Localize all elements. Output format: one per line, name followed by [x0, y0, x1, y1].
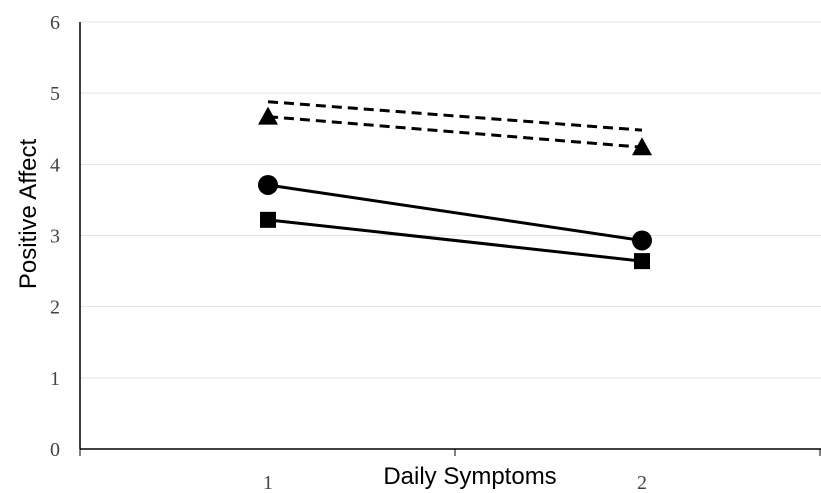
data-point-square — [260, 211, 276, 228]
y-tick-label: 6 — [50, 12, 60, 34]
y-tick-label: 4 — [50, 154, 60, 176]
y-tick-label: 0 — [50, 439, 60, 461]
y-tick-label: 3 — [50, 226, 60, 248]
series-line-4 — [267, 218, 643, 263]
y-axis-title: Positive Affect — [15, 139, 42, 290]
gridlines — [80, 21, 821, 379]
series-group — [267, 100, 643, 263]
data-point-circle — [258, 174, 278, 195]
y-tick-label: 2 — [50, 297, 60, 319]
markers-group — [258, 106, 652, 270]
data-point-circle — [632, 230, 652, 251]
ticks: 0 1 2 3 4 5 6 1 2 — [50, 12, 821, 493]
x-axis-title: Daily Symptoms — [383, 463, 556, 490]
x-tick-label: 2 — [637, 472, 647, 493]
data-point-triangle — [258, 106, 278, 125]
data-point-square — [634, 253, 650, 270]
y-tick-label: 1 — [50, 368, 60, 390]
x-tick-label: 1 — [263, 472, 273, 493]
series-line-3 — [267, 183, 643, 242]
axes — [79, 22, 821, 450]
data-point-triangle — [632, 137, 652, 156]
series-line-2 — [267, 115, 643, 149]
y-tick-label: 5 — [50, 83, 60, 105]
series-line-1 — [267, 100, 643, 132]
